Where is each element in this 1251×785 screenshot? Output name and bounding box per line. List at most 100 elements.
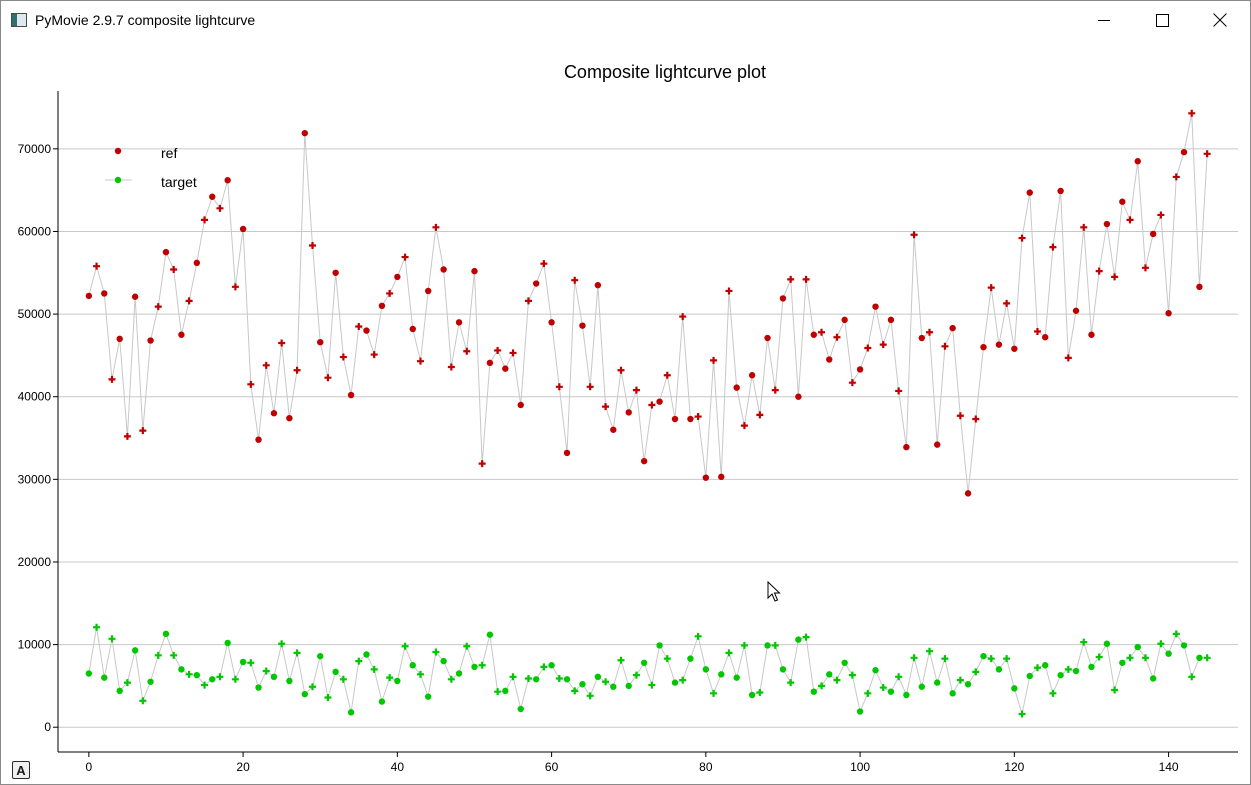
- data-point-ref: [286, 414, 293, 422]
- data-point-target: [972, 668, 980, 676]
- data-point-ref: [432, 223, 440, 231]
- data-point-target: [178, 666, 185, 673]
- maximize-button[interactable]: [1133, 1, 1191, 39]
- data-point-ref: [934, 441, 941, 448]
- x-tick-label: 0: [86, 760, 93, 774]
- data-point-target: [810, 688, 818, 695]
- data-point-target: [209, 676, 216, 683]
- data-point-ref: [278, 339, 286, 347]
- data-point-target: [447, 675, 455, 683]
- data-point-ref: [1003, 299, 1011, 307]
- data-point-ref: [332, 269, 339, 276]
- data-point-ref: [355, 322, 363, 330]
- data-point-ref: [872, 303, 879, 310]
- data-point-ref: [679, 313, 687, 321]
- data-point-target: [363, 651, 370, 658]
- data-point-target: [540, 663, 548, 671]
- data-point-target: [85, 670, 93, 677]
- data-point-ref: [216, 204, 224, 212]
- data-point-target: [378, 698, 386, 705]
- data-point-target: [872, 667, 879, 674]
- data-point-target: [926, 647, 934, 655]
- data-point-ref: [502, 365, 509, 372]
- data-point-ref: [548, 319, 555, 326]
- data-point-ref: [1180, 148, 1188, 156]
- data-point-target: [1072, 667, 1080, 675]
- data-point-ref: [1165, 310, 1172, 317]
- data-point-ref: [1088, 331, 1095, 338]
- data-point-ref: [193, 259, 201, 267]
- data-point-ref: [324, 374, 332, 382]
- data-point-target: [1049, 689, 1057, 697]
- minimize-button[interactable]: [1075, 1, 1133, 39]
- x-tick-label: 120: [1004, 760, 1024, 774]
- series-line-target: [88, 627, 1208, 715]
- data-point-target: [941, 655, 949, 663]
- data-point-ref: [532, 280, 540, 287]
- data-point-ref: [1141, 264, 1149, 272]
- data-point-ref: [725, 287, 733, 295]
- data-point-target: [980, 652, 987, 660]
- data-point-ref: [833, 333, 841, 341]
- data-point-target: [1165, 650, 1172, 657]
- data-point-target: [293, 649, 301, 657]
- chart-title: Composite lightcurve plot: [564, 62, 766, 82]
- data-point-target: [964, 681, 972, 688]
- data-point-ref: [201, 216, 209, 224]
- data-point-ref: [85, 292, 93, 300]
- data-point-ref: [656, 398, 663, 405]
- data-point-target: [1203, 654, 1211, 662]
- data-point-ref: [787, 275, 795, 283]
- data-point-ref: [1018, 234, 1026, 242]
- data-point-target: [309, 683, 317, 691]
- data-point-target: [509, 673, 517, 681]
- legend-label-ref: ref: [161, 145, 177, 161]
- data-point-target: [632, 671, 640, 679]
- data-point-target: [517, 705, 524, 713]
- data-point-target: [332, 668, 339, 676]
- data-point-target: [733, 674, 740, 681]
- plot-area[interactable]: Composite lightcurve plot 0 10000 20000 3000…: [1, 39, 1250, 785]
- autoscale-button[interactable]: A: [12, 761, 30, 779]
- window-title: PyMovie 2.9.7 composite lightcurve: [35, 12, 256, 28]
- y-tick-label: 0: [44, 720, 51, 734]
- data-point-ref: [718, 473, 725, 481]
- data-point-ref: [139, 427, 147, 435]
- data-point-target: [347, 709, 355, 716]
- data-point-target: [718, 671, 725, 678]
- data-point-target: [1041, 662, 1049, 669]
- close-button[interactable]: [1191, 1, 1249, 39]
- data-point-target: [895, 673, 903, 681]
- autoscale-a-icon: A: [16, 763, 26, 777]
- data-point-target: [771, 641, 779, 649]
- data-point-target: [1196, 654, 1203, 662]
- data-point-target: [1141, 654, 1149, 662]
- data-point-target: [756, 689, 764, 697]
- data-point-ref: [563, 449, 571, 457]
- data-point-target: [548, 662, 555, 669]
- data-point-ref: [795, 393, 802, 400]
- data-point-target: [278, 640, 286, 648]
- data-point-target: [879, 684, 887, 692]
- title-bar[interactable]: PyMovie 2.9.7 composite lightcurve: [1, 1, 1250, 39]
- data-point-ref: [841, 316, 848, 324]
- data-point-ref: [394, 273, 401, 281]
- data-point-target: [563, 676, 571, 683]
- data-point-ref: [826, 356, 833, 363]
- data-point-ref: [1072, 307, 1080, 314]
- data-point-ref: [756, 411, 764, 419]
- data-point-ref: [702, 474, 710, 481]
- y-tick-label: 10000: [18, 638, 52, 652]
- data-point-ref: [879, 341, 887, 349]
- data-point-ref: [1188, 109, 1196, 117]
- data-point-target: [524, 674, 532, 682]
- data-point-target: [918, 683, 925, 690]
- y-tick-label: 40000: [18, 390, 52, 404]
- data-point-target: [725, 649, 733, 657]
- autoscale-label: A: [16, 763, 26, 777]
- data-point-target: [787, 679, 795, 687]
- data-point-ref: [301, 129, 308, 137]
- data-point-ref: [401, 253, 409, 261]
- y-tick-label: 50000: [18, 307, 52, 321]
